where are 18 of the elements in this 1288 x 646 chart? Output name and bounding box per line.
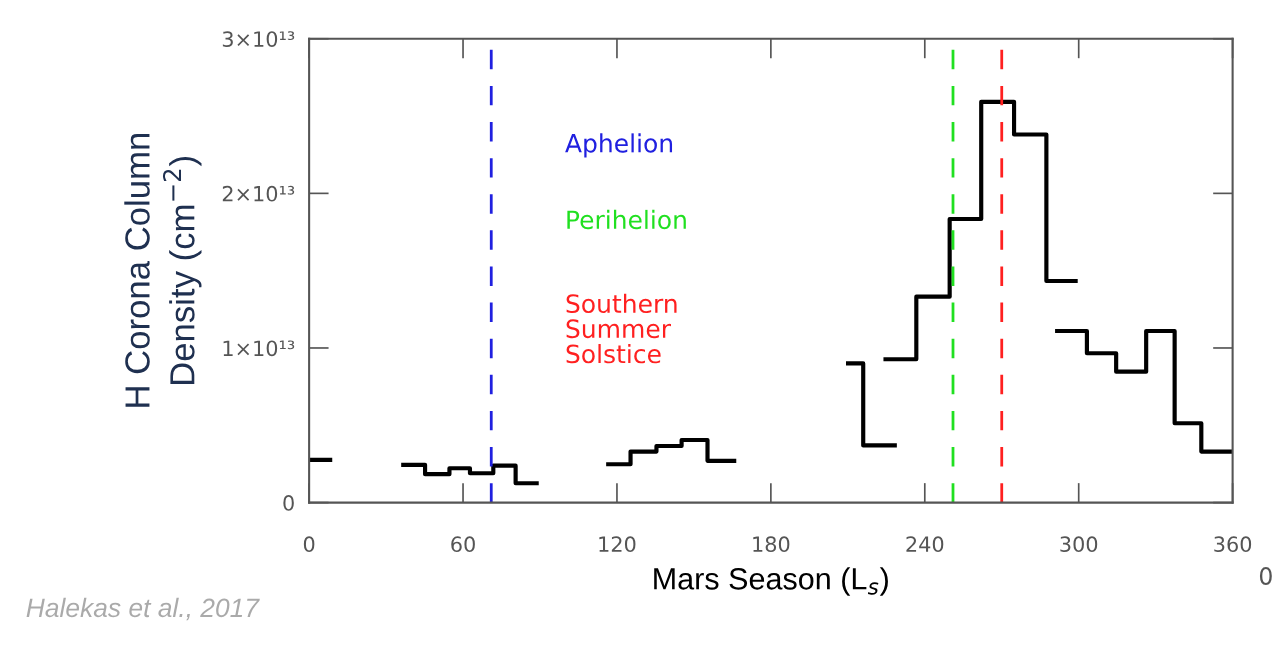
text: 0 xyxy=(1259,567,1272,585)
x-tick-label: 60 xyxy=(451,536,475,553)
x-tick-label: 0 xyxy=(303,536,315,553)
y-tick-label: 1×10¹³ xyxy=(223,340,295,357)
x-tick-label: 300 xyxy=(1060,536,1098,553)
text: Halekas et al., 2017 xyxy=(26,597,260,621)
y-axis-title: H Corona Column Density (cm$^{−2}$) xyxy=(124,133,202,407)
x-tick-label: 180 xyxy=(753,536,790,553)
y-tick-label: 0 xyxy=(283,495,294,511)
y-tick-label: 2×10¹³ xyxy=(222,185,295,202)
ref-line-label: Perihelion xyxy=(567,209,686,230)
x-axis-title: Mars Season (L$_{s}$) xyxy=(654,567,888,596)
x-tick-label: 120 xyxy=(599,536,636,553)
y-tick-label: 3×10¹³ xyxy=(222,31,295,47)
ref-line-label: Aphelion xyxy=(565,133,673,158)
x-tick-label: 240 xyxy=(906,536,944,553)
x-tick-label: 360 xyxy=(1214,536,1252,553)
ref-line-label: Southern Summer Solstice xyxy=(566,293,677,364)
